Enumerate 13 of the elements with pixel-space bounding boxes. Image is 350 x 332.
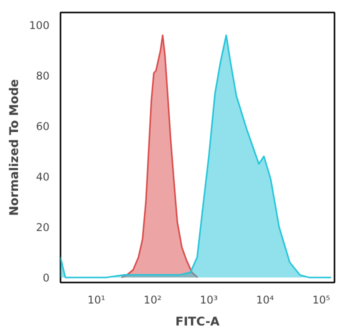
y-tick-label: 80 — [36, 70, 50, 83]
x-tick-label: 10³ — [200, 294, 218, 306]
y-tick-label: 40 — [36, 170, 50, 184]
y-tick-label: 0 — [42, 271, 50, 284]
x-axis-title: FITC-A — [175, 314, 220, 328]
x-tick-label: 10⁴ — [256, 294, 274, 306]
y-tick-label: 60 — [36, 120, 50, 134]
y-tick-label: 20 — [36, 220, 50, 234]
x-tick-label: 10⁵ — [312, 294, 330, 306]
x-tick-label: 10² — [144, 294, 162, 306]
x-tick-label: 10¹ — [87, 294, 106, 306]
y-tick-label: 100 — [29, 19, 50, 32]
y-axis-title: Normalized To Mode — [7, 79, 22, 216]
